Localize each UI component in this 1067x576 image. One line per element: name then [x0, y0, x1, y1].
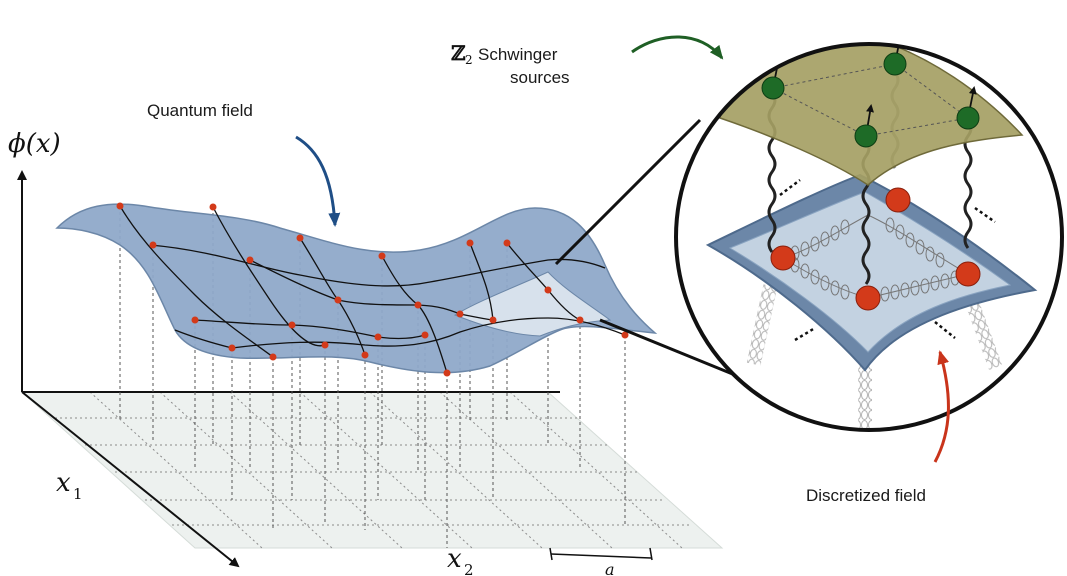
schwinger-label-line2: sources — [510, 68, 570, 87]
field-sample-points — [116, 202, 629, 377]
zoom-circle-border — [674, 42, 1064, 432]
x2-axis-line — [21, 391, 240, 568]
spacing-label: a — [605, 560, 615, 576]
discretized-field-label: Discretized field — [806, 486, 926, 505]
z2-symbol: ℤ — [451, 41, 466, 65]
zoom-inset — [674, 42, 1064, 432]
quantum-field-arrow — [295, 135, 341, 227]
schwinger-label-line1: Schwinger — [478, 45, 558, 64]
z2-subscript: 2 — [465, 53, 473, 67]
x2-axis-label: x — [447, 544, 462, 574]
source-plane-grid — [772, 63, 969, 137]
spacing-bracket — [549, 547, 653, 561]
discretized-field-arrow — [933, 350, 950, 463]
x2-axis-subscript: 2 — [464, 561, 474, 576]
lattice-plane — [20, 391, 724, 549]
quantum-field-surface — [55, 202, 658, 377]
site-coil-rings — [790, 217, 960, 302]
x1-axis-subscript: 1 — [73, 485, 83, 503]
continuation-dots — [779, 179, 996, 342]
red-lattice-sites — [770, 187, 981, 311]
zoom-lines — [554, 118, 736, 377]
quantum-field-label: Quantum field — [147, 101, 253, 120]
axes — [17, 170, 560, 568]
phi-axis-label: ϕ(x) — [8, 129, 61, 159]
schwinger-arrow — [631, 35, 724, 60]
green-source-sites — [761, 44, 980, 148]
x1-axis-label: x — [56, 468, 71, 498]
